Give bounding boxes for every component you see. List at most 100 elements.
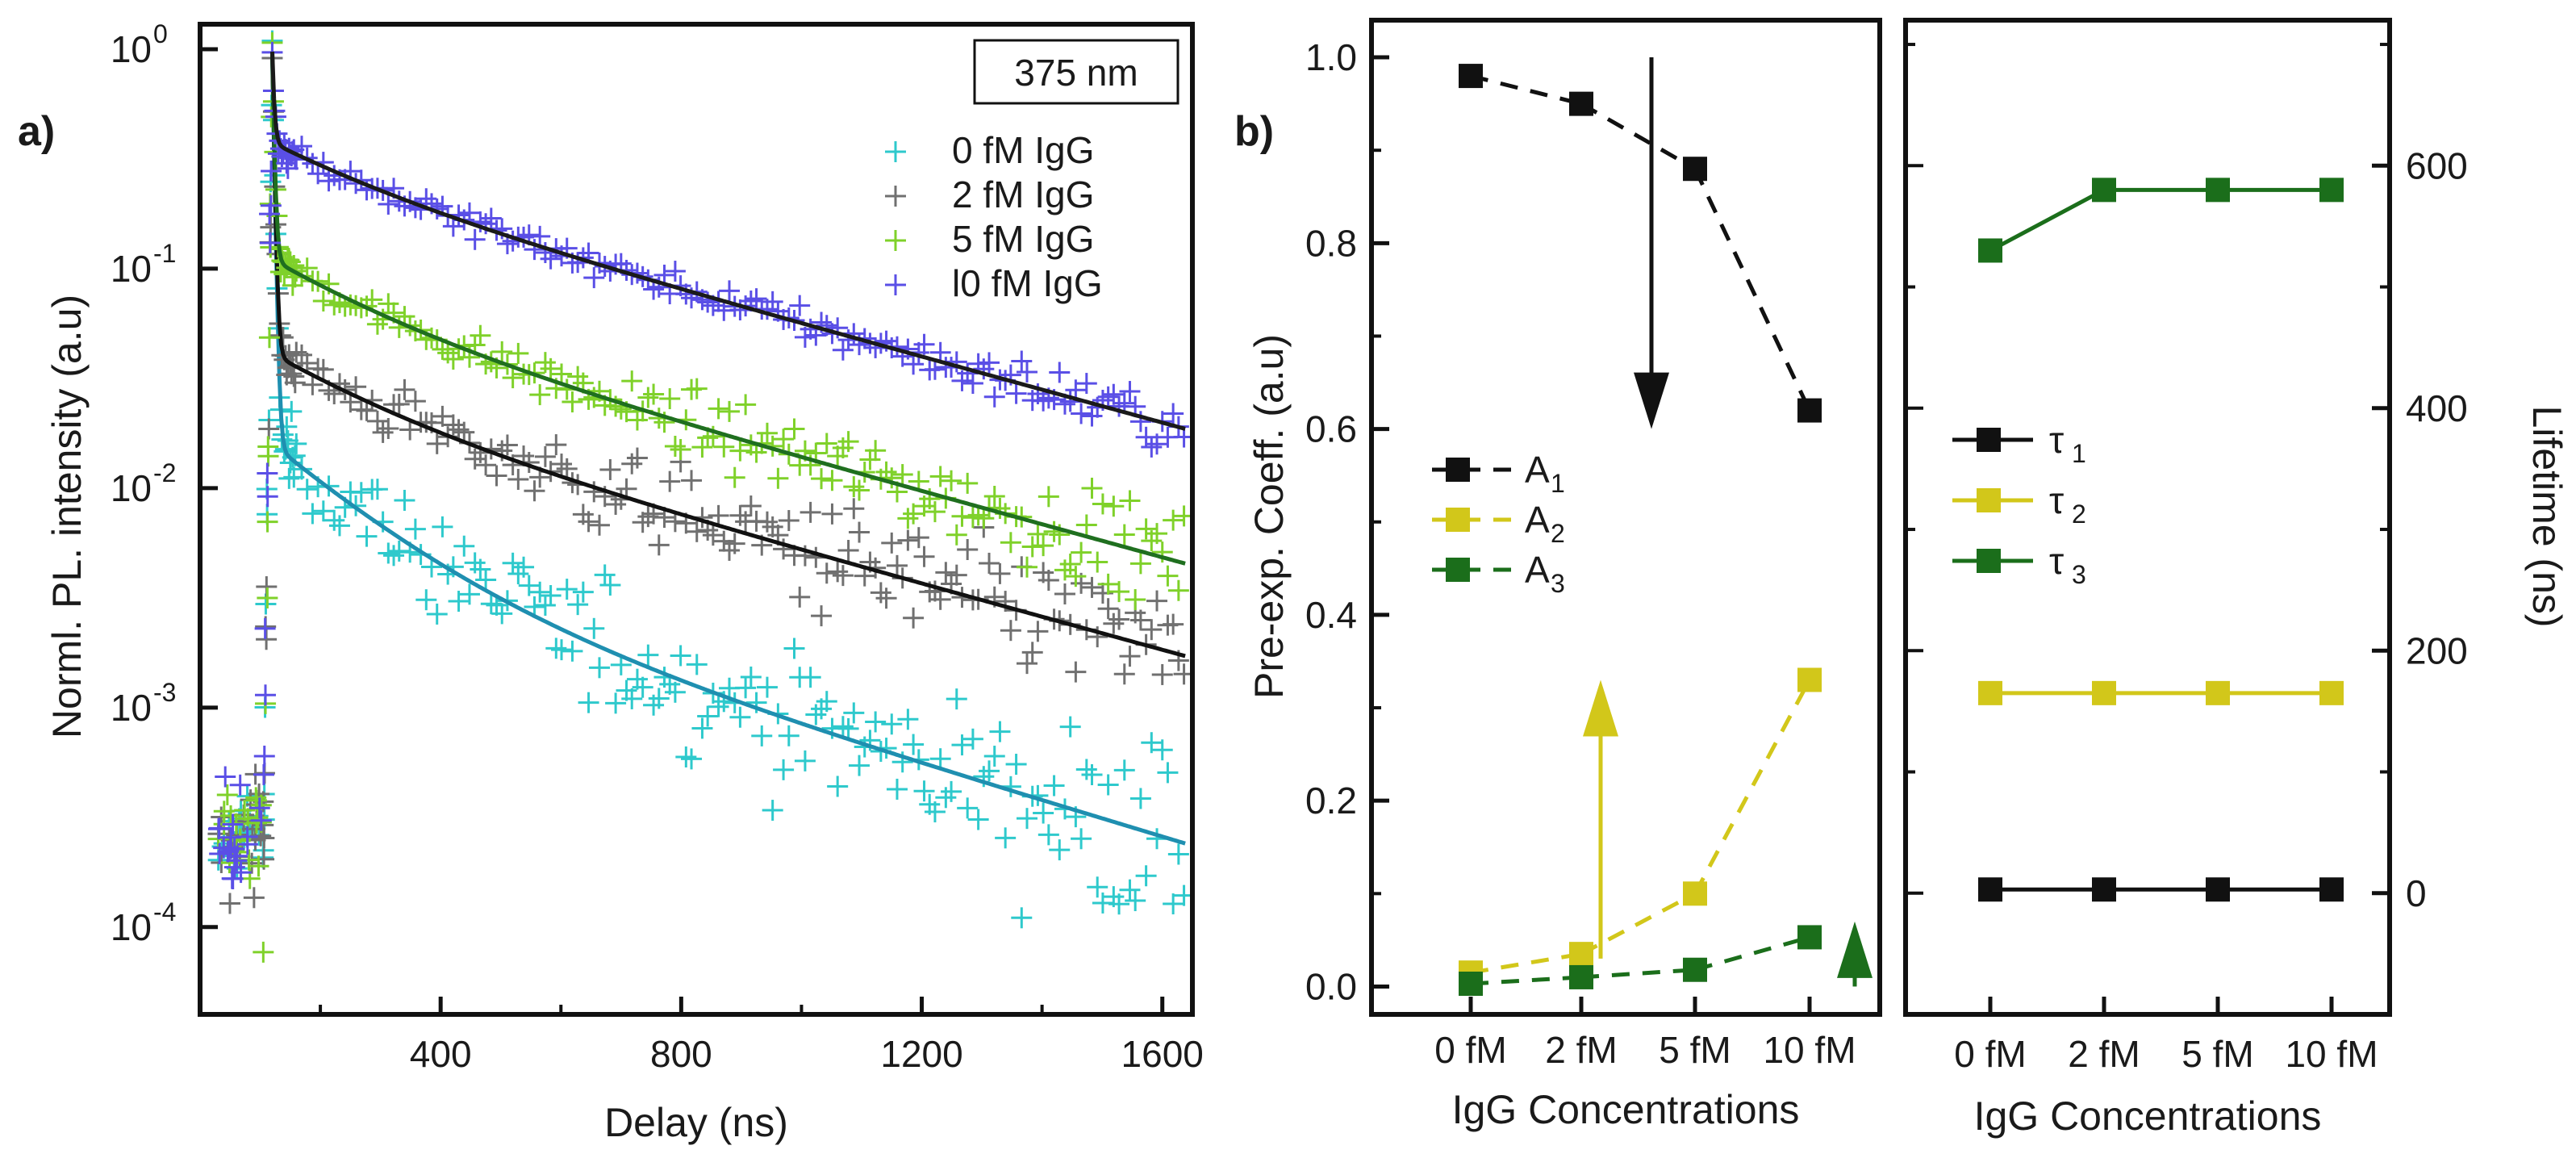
y-tick-label: 200	[2406, 629, 2468, 671]
y-tick-exponent: -4	[153, 897, 176, 926]
series-line-segment	[1470, 951, 1582, 975]
data-point	[724, 533, 745, 554]
data-point	[1027, 621, 1049, 642]
data-point	[681, 470, 703, 491]
data-point	[1108, 608, 1130, 630]
data-point	[643, 383, 665, 405]
panel-b-plot: 0.00.20.40.60.81.00 fM 2 fM 5 fM 10 fM A 1A 2…	[1246, 18, 1882, 1132]
data-point	[257, 486, 278, 508]
data-point	[1033, 802, 1054, 824]
data-point	[957, 797, 979, 819]
data-point	[1081, 405, 1103, 427]
data-point	[778, 725, 800, 746]
y-tick-label: 400	[2406, 387, 2468, 429]
data-point	[599, 458, 621, 480]
data-point	[605, 692, 627, 714]
data-point	[849, 479, 870, 501]
data-point-A2	[1683, 881, 1707, 906]
data-point	[816, 691, 837, 713]
data-point	[551, 363, 573, 385]
data-point	[751, 725, 773, 746]
data-point	[756, 422, 778, 444]
data-point	[983, 386, 1005, 408]
data-point	[250, 809, 272, 831]
data-point	[946, 351, 967, 373]
data-point	[290, 344, 312, 366]
data-point	[621, 688, 643, 709]
wavelength-box	[973, 39, 1179, 105]
data-point	[648, 276, 670, 298]
data-point	[442, 349, 464, 370]
data-point	[924, 801, 946, 823]
y-tick-label: 0	[2406, 872, 2427, 914]
series-tau1	[1978, 877, 2344, 902]
data-point-tau3	[2092, 178, 2116, 203]
data-point	[903, 503, 925, 525]
data-point	[545, 638, 567, 659]
data-point	[257, 436, 279, 458]
data-point	[556, 579, 578, 600]
data-point	[1141, 436, 1163, 458]
data-point	[253, 941, 274, 963]
wavelength-label: 375 nm	[1014, 52, 1138, 94]
trend-arrow-2-head	[1583, 679, 1618, 737]
data-point-A3	[1683, 957, 1707, 982]
data-point	[648, 688, 670, 709]
data-point	[637, 644, 659, 666]
data-point	[1146, 523, 1168, 545]
data-point	[257, 511, 278, 533]
data-point	[1075, 373, 1097, 395]
data-point	[1005, 754, 1027, 776]
data-point-tau2	[2092, 680, 2116, 705]
data-point	[979, 352, 1000, 374]
series-line-segment	[1580, 892, 1697, 956]
series-line-segment	[1580, 968, 1696, 980]
legend-marker	[1446, 508, 1470, 532]
data-point	[735, 394, 757, 416]
data-point	[442, 414, 464, 436]
data-point	[859, 449, 881, 470]
data-point	[1157, 762, 1179, 784]
data-point	[578, 511, 599, 533]
data-point	[903, 607, 925, 629]
data-point	[729, 299, 751, 321]
x-tick-label: 2 fM	[2068, 1033, 2140, 1075]
y-tick-label: 0.8	[1305, 222, 1357, 264]
data-point	[208, 817, 230, 839]
data-point	[1049, 362, 1071, 383]
data-point-A1	[1459, 64, 1483, 89]
data-point	[378, 293, 399, 315]
x-tick-label: 800	[650, 1033, 712, 1075]
data-point	[261, 160, 282, 182]
data-point	[216, 784, 238, 805]
data-point	[1075, 759, 1097, 780]
data-point	[1087, 551, 1108, 573]
data-point	[1027, 523, 1049, 545]
data-point	[865, 440, 887, 462]
data-point	[1071, 541, 1092, 563]
data-point	[350, 482, 372, 504]
data-point	[1163, 403, 1184, 424]
data-point	[1141, 619, 1163, 641]
data-point	[957, 362, 979, 384]
data-point	[924, 501, 946, 523]
data-point	[588, 514, 610, 536]
data-point	[1146, 590, 1168, 612]
data-point	[486, 465, 507, 487]
data-point	[562, 640, 583, 662]
data-point	[513, 556, 535, 578]
data-point	[470, 324, 491, 346]
data-point	[789, 295, 811, 316]
data-point	[426, 433, 448, 454]
x-tick-label: 400	[410, 1033, 472, 1075]
data-point	[361, 289, 383, 311]
series-line-segment	[1470, 73, 1582, 107]
data-point	[783, 638, 805, 659]
data-point	[800, 501, 821, 523]
series-tau2	[1978, 680, 2344, 705]
data-point	[458, 583, 480, 605]
data-point	[583, 617, 605, 639]
series-tau3	[1978, 178, 2344, 263]
x-tick-label: 10 fM	[2285, 1033, 2378, 1075]
data-point	[277, 430, 299, 452]
